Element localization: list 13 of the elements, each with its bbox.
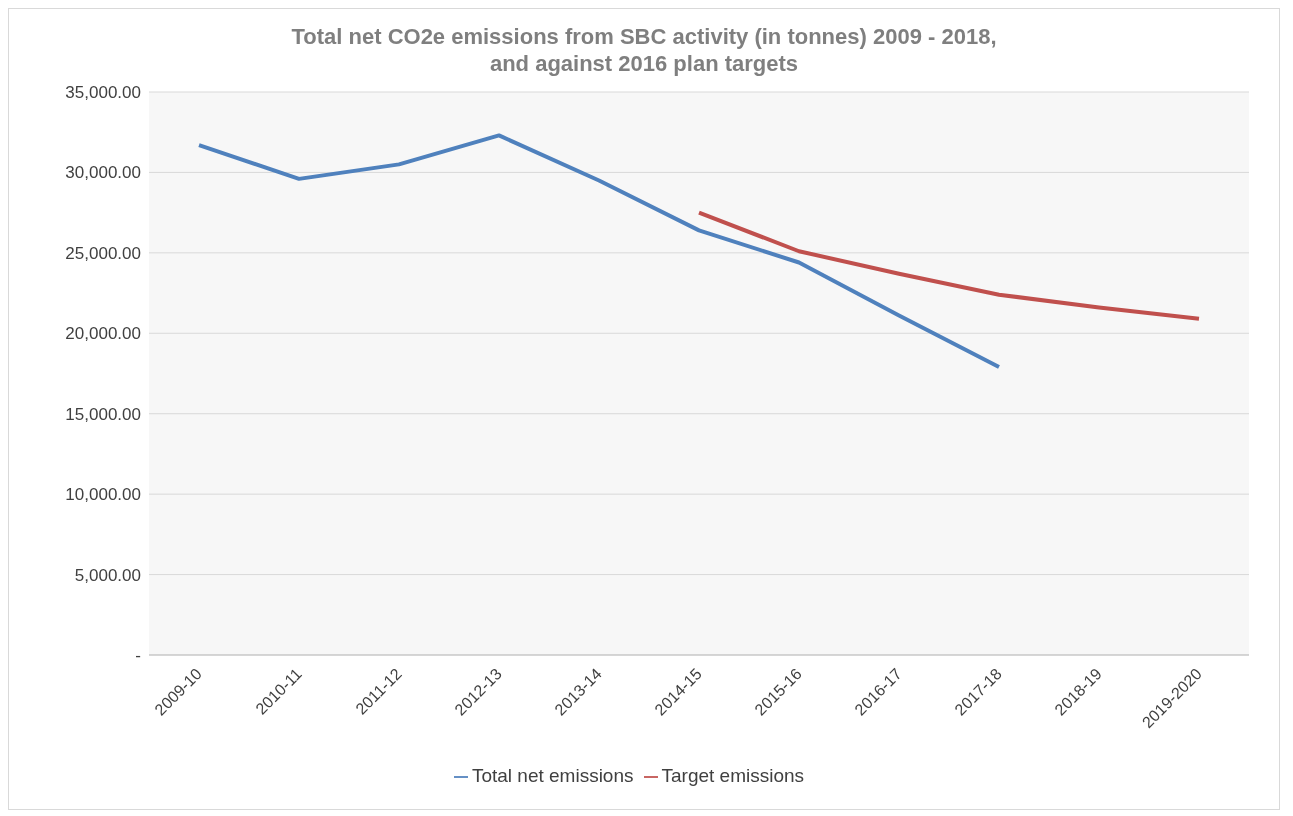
legend-label: Target emissions — [661, 765, 805, 786]
y-tick-label: 20,000.00 — [65, 324, 141, 344]
y-tick-label: 35,000.00 — [65, 83, 141, 103]
y-tick-label: 25,000.00 — [65, 243, 141, 263]
y-tick-label: 15,000.00 — [65, 404, 141, 424]
line-series — [697, 210, 1201, 321]
line-series — [197, 133, 1001, 370]
chart-title: Total net CO2e emissions from SBC activity (in tonnes) 2009 - 2018, and against 2016 plan targets — [290, 23, 998, 77]
y-tick-label: 5,000.00 — [74, 565, 141, 585]
y-tick-label: - — [135, 646, 141, 666]
legend-label: Total net emissions — [471, 765, 634, 786]
y-tick-label: 10,000.00 — [65, 485, 141, 505]
y-tick-label: 30,000.00 — [65, 163, 141, 183]
